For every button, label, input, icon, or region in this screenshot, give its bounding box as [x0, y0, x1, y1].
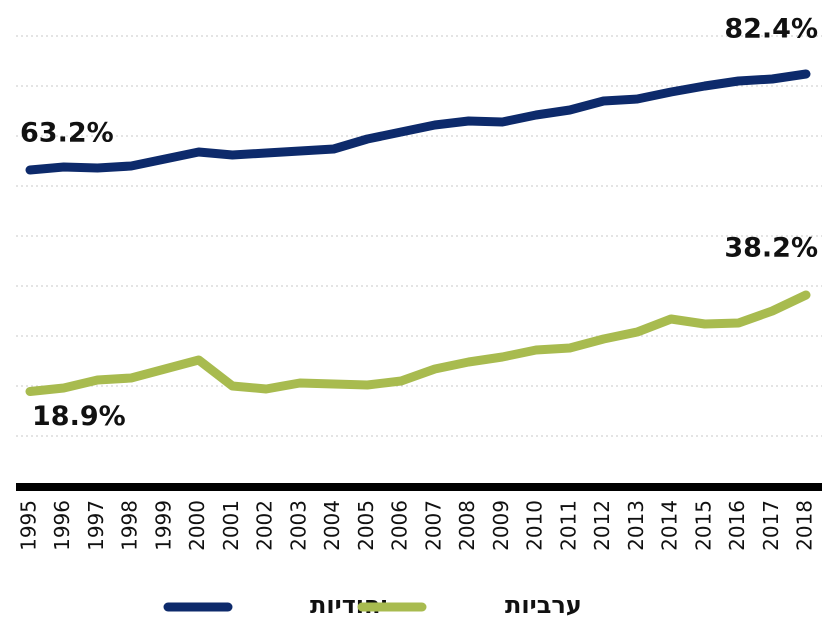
x-tick-label: 2000: [185, 500, 209, 551]
data-label: 18.9%: [32, 401, 126, 432]
x-tick-label: 2017: [759, 500, 783, 551]
x-tick-label: 2003: [286, 500, 310, 551]
x-tick-label: 2004: [320, 500, 344, 551]
x-tick-label: 2009: [489, 500, 513, 551]
x-tick-label: 2016: [725, 500, 749, 551]
legend-label: ערביות: [505, 591, 582, 619]
x-tick-label: 1997: [84, 500, 108, 551]
x-tick-label: 1995: [17, 500, 41, 551]
x-tick-label: 2011: [556, 500, 580, 551]
x-tick-label: 2010: [523, 500, 547, 551]
x-tick-label: 2015: [691, 500, 715, 551]
x-tick-label: 1999: [151, 500, 175, 551]
x-tick-label: 2018: [793, 500, 817, 551]
data-label: 63.2%: [20, 118, 114, 149]
series-line: [25, 290, 811, 396]
x-tick-label: 2008: [455, 500, 479, 551]
x-tick-label: 1996: [50, 500, 74, 551]
x-tick-label: 2014: [658, 500, 682, 551]
x-tick-label: 2006: [388, 500, 412, 551]
series-line: [25, 69, 811, 175]
x-tick-label: 1998: [118, 500, 142, 551]
x-tick-label: 2005: [354, 500, 378, 551]
x-tick-label: 2012: [590, 500, 614, 551]
x-tick-label: 2013: [624, 500, 648, 551]
x-tick-label: 2001: [219, 500, 243, 551]
data-label: 82.4%: [724, 14, 818, 45]
data-label: 38.2%: [724, 233, 818, 264]
x-tick-label: 2002: [253, 500, 277, 551]
x-tick-label: 2007: [421, 500, 445, 551]
